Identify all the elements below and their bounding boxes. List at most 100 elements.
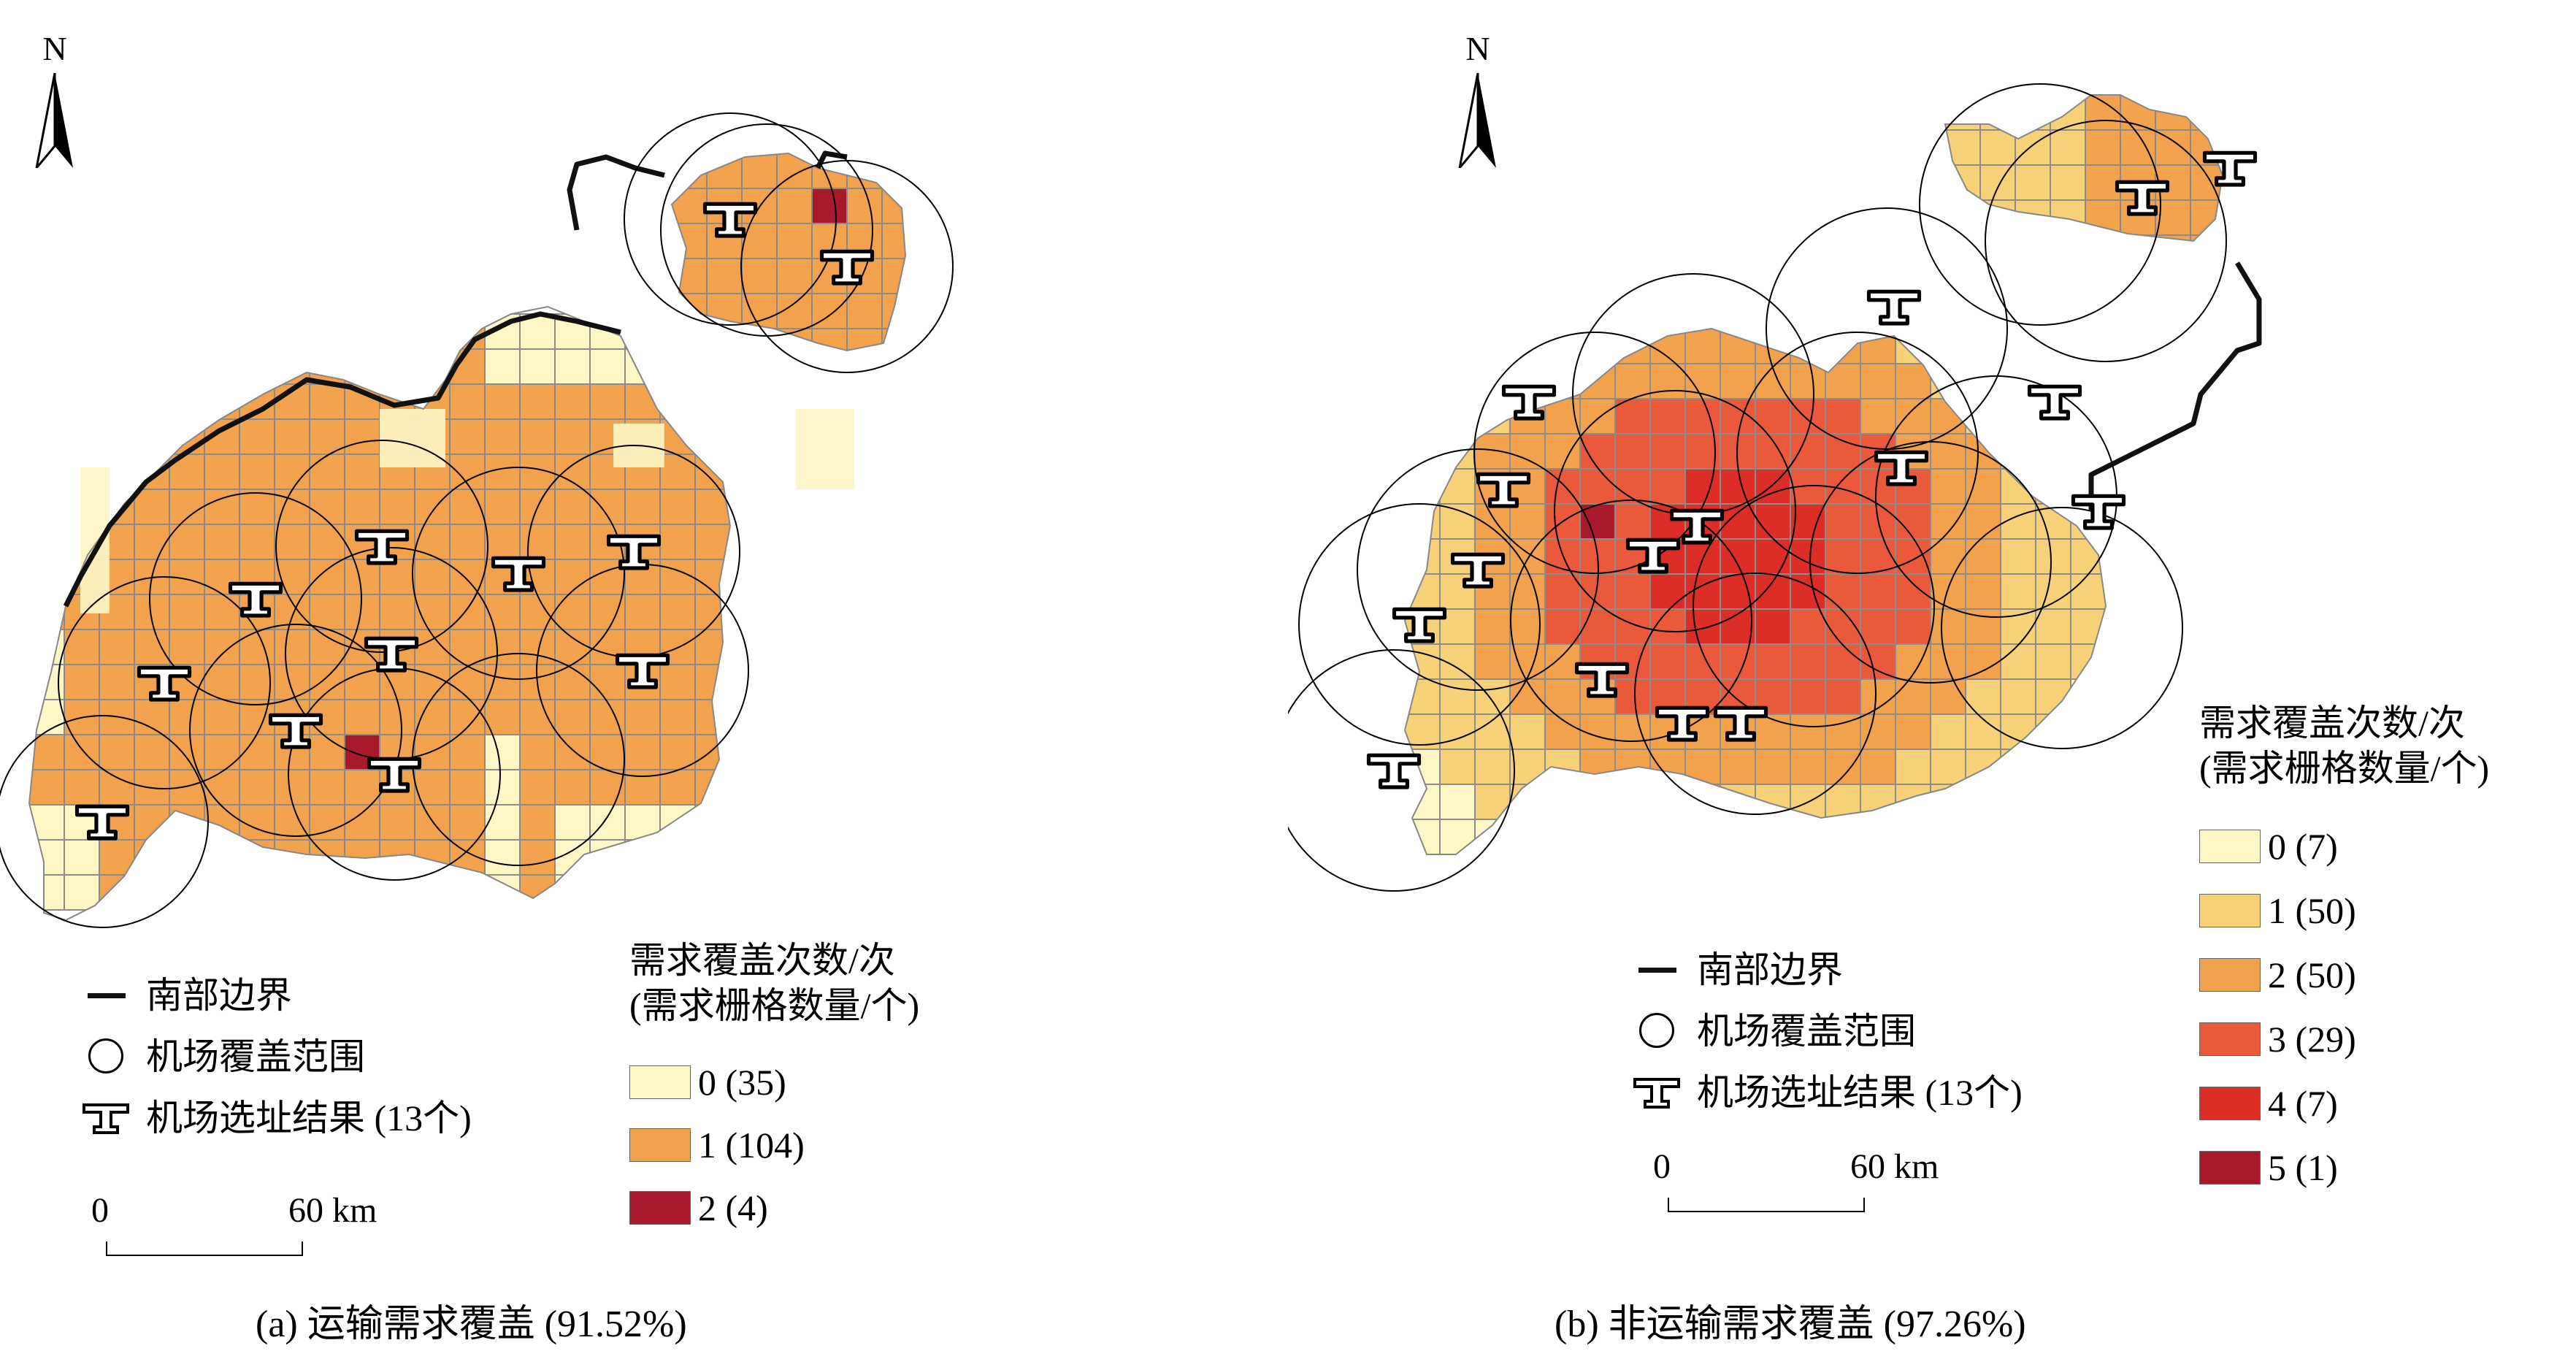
- demand-cell: [134, 453, 170, 490]
- demand-cell: [344, 453, 380, 490]
- demand-cell: [1684, 329, 1721, 364]
- demand-cell: [1544, 784, 1581, 820]
- demand-cell: [99, 418, 135, 455]
- airplane-icon: [2071, 494, 2126, 530]
- demand-cell: [624, 804, 661, 841]
- panel-a-transport-coverage: N 南部边界 机场覆盖范围 机场选址结果 (13个) 0 60 km 需求覆盖次…: [0, 30, 954, 1345]
- class-legend-item: 2 (50): [2199, 954, 2356, 996]
- airplane-icon: [1625, 537, 1681, 574]
- demand-cell: [2035, 608, 2071, 645]
- demand-cell: [1579, 819, 1616, 854]
- demand-cell: [1579, 784, 1616, 820]
- scale-zero: 0: [1653, 1147, 1671, 1186]
- demand-cell: [169, 629, 205, 665]
- demand-cell: [1930, 784, 1966, 820]
- demand-cell: [881, 293, 905, 329]
- demand-cell: [1720, 363, 1756, 399]
- demand-cell: [1474, 784, 1511, 820]
- demand-cell: [1895, 608, 1931, 645]
- demand-cell: [1860, 784, 1896, 820]
- demand-cell: [846, 188, 883, 224]
- demand-cell: [239, 629, 275, 665]
- demand-cell: [344, 559, 380, 595]
- demand-cell: [1930, 468, 1966, 505]
- demand-cell: [1474, 433, 1511, 470]
- demand-cell: [29, 559, 65, 595]
- demand-cell: [881, 223, 905, 259]
- demand-cell: [414, 313, 451, 350]
- coverage-circle: [624, 112, 837, 326]
- demand-cell: [659, 313, 696, 350]
- demand-cell: [344, 699, 380, 735]
- class-legend-title-1: 需求覆盖次数/次: [2199, 703, 2465, 743]
- demand-cell: [1614, 573, 1651, 610]
- class-swatch: [2199, 958, 2261, 992]
- coverage-circle: [1766, 207, 2008, 450]
- demand-cell: [274, 524, 310, 560]
- demand-cell: [1720, 503, 1756, 540]
- airplane-icon: [268, 713, 323, 749]
- demand-cell: [1579, 468, 1616, 505]
- demand-cell: [1895, 503, 1931, 540]
- airport-sites-b: [1366, 150, 2258, 789]
- demand-cell: [169, 594, 205, 630]
- demand-cell: [1965, 573, 2001, 610]
- demand-cell: [484, 769, 521, 805]
- demand-cell: [1965, 329, 2001, 364]
- demand-cell: [379, 594, 415, 630]
- coverage-circle-icon: [80, 1036, 131, 1077]
- demand-cell: [274, 313, 310, 350]
- demand-cell: [1895, 678, 1931, 715]
- demand-cell: [484, 874, 521, 911]
- demand-cell: [1895, 819, 1931, 854]
- demand-cell: [776, 258, 813, 294]
- demand-cell: [1474, 678, 1511, 715]
- demand-cell: [309, 629, 345, 665]
- demand-cell: [554, 769, 591, 805]
- demand-cell: [1825, 538, 1861, 575]
- demand-cell: [694, 804, 730, 841]
- demand-cell: [1790, 363, 1826, 399]
- airplane-icon: [1669, 508, 1725, 545]
- demand-cell: [1614, 329, 1651, 364]
- demand-cell: [2085, 164, 2121, 201]
- demand-cell: [2070, 573, 2106, 610]
- demand-cell: [239, 734, 275, 770]
- class-label: 4 (7): [2268, 1083, 2338, 1124]
- demand-cell: [344, 769, 380, 805]
- demand-cell: [99, 839, 135, 876]
- coverage-circle: [0, 715, 209, 928]
- demand-cell: [1684, 643, 1721, 680]
- demand-cell: [1684, 538, 1721, 575]
- legend-coverage-label: 机场覆盖范围: [146, 1036, 365, 1077]
- demand-cell: [239, 664, 275, 700]
- demand-cell: [659, 559, 696, 595]
- demand-cell: [1895, 538, 1931, 575]
- coverage-circle: [660, 123, 873, 337]
- demand-cell: [239, 769, 275, 805]
- demand-cell: [1945, 199, 1981, 236]
- demand-cell: [1439, 503, 1476, 540]
- class-label: 1 (50): [2268, 890, 2356, 931]
- airplane-icon: [367, 757, 422, 793]
- demand-cell: [1509, 819, 1546, 854]
- scale-end: 60 km: [288, 1191, 377, 1230]
- demand-cell: [1790, 678, 1826, 715]
- coverage-circle: [1736, 332, 1979, 574]
- demand-cell: [2000, 398, 2036, 435]
- demand-cell: [1860, 749, 1896, 785]
- class-legend-item: 0 (35): [629, 1061, 786, 1103]
- demand-cell: [519, 804, 556, 841]
- demand-cell: [1755, 608, 1791, 645]
- demand-cell: [169, 418, 205, 455]
- demand-cell: [134, 383, 170, 420]
- airplane-icon: [137, 665, 192, 702]
- coverage-circle: [1357, 448, 1599, 691]
- demand-cell: [1755, 643, 1791, 680]
- demand-cell: [1860, 538, 1896, 575]
- demand-cell: [1544, 819, 1581, 854]
- demand-cell: [1825, 433, 1861, 470]
- demand-cell: [239, 839, 275, 876]
- demand-cell: [659, 874, 696, 911]
- demand-cell: [134, 734, 170, 770]
